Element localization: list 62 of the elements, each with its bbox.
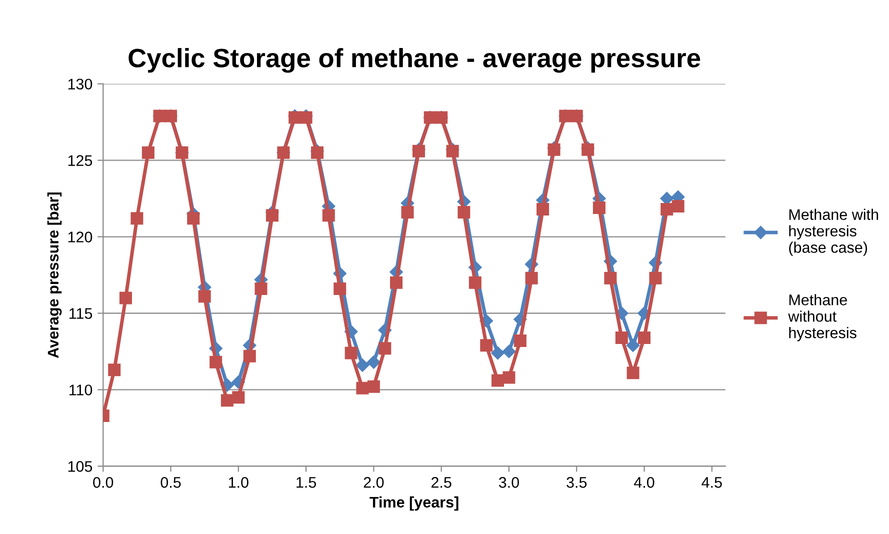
x-tick-label: 2.0 xyxy=(364,477,384,488)
point xyxy=(536,202,550,216)
x-tick-label: 3.5 xyxy=(566,477,587,488)
point xyxy=(502,371,516,384)
x-tick-label: 3.0 xyxy=(498,477,519,488)
point xyxy=(626,338,640,352)
point xyxy=(367,380,380,393)
point xyxy=(378,342,392,355)
point xyxy=(254,282,268,296)
legend-label: Methane with hysteresis (base case) xyxy=(789,208,878,256)
y-tick-label: 115 xyxy=(70,308,92,319)
y-tick-label: 120 xyxy=(68,232,92,242)
point xyxy=(142,146,154,159)
point xyxy=(187,212,200,225)
point xyxy=(458,206,470,219)
x-tick-label: 0.0 xyxy=(93,477,114,488)
point xyxy=(119,292,132,304)
y-tick-label: 130 xyxy=(68,78,92,90)
point xyxy=(322,209,335,222)
point xyxy=(592,201,606,214)
point xyxy=(660,202,674,216)
x-tick-label: 1.5 xyxy=(296,477,316,488)
y-tick-label: 110 xyxy=(70,384,92,396)
point xyxy=(334,282,346,296)
point xyxy=(130,212,144,225)
point xyxy=(525,272,538,284)
point xyxy=(491,374,504,387)
point xyxy=(266,209,278,222)
point xyxy=(220,394,234,407)
y-tick-label: 125 xyxy=(68,155,92,166)
point xyxy=(356,358,370,372)
point xyxy=(672,200,684,212)
y-axis-title: Average pressure [bar] xyxy=(47,192,62,358)
legend-label: Methane without hysteresis xyxy=(788,294,856,342)
point xyxy=(210,356,222,368)
point xyxy=(367,356,380,369)
point xyxy=(198,290,211,303)
point xyxy=(356,382,369,394)
point xyxy=(390,276,403,289)
point xyxy=(604,272,617,284)
point xyxy=(480,339,493,352)
point xyxy=(401,206,414,219)
point xyxy=(468,276,482,289)
point xyxy=(638,331,651,344)
x-tick-label: 0.5 xyxy=(160,477,181,488)
x-tick-label: 4.5 xyxy=(702,477,722,488)
x-tick-label: 4.0 xyxy=(634,477,654,488)
x-tick-label: 2.5 xyxy=(431,477,452,488)
point xyxy=(243,350,256,362)
point xyxy=(615,331,628,344)
point xyxy=(626,366,640,380)
y-tick-label: 105 xyxy=(68,461,92,472)
point xyxy=(514,334,526,348)
point xyxy=(491,346,504,360)
x-tick-label: 1.0 xyxy=(228,477,248,488)
point xyxy=(108,364,121,376)
point xyxy=(502,344,516,358)
point xyxy=(649,272,662,284)
point xyxy=(232,391,245,404)
x-axis-title: Time [years] xyxy=(370,496,458,511)
point xyxy=(344,346,358,360)
chart-title: Cyclic Storage of methane - average pressure xyxy=(128,48,700,73)
